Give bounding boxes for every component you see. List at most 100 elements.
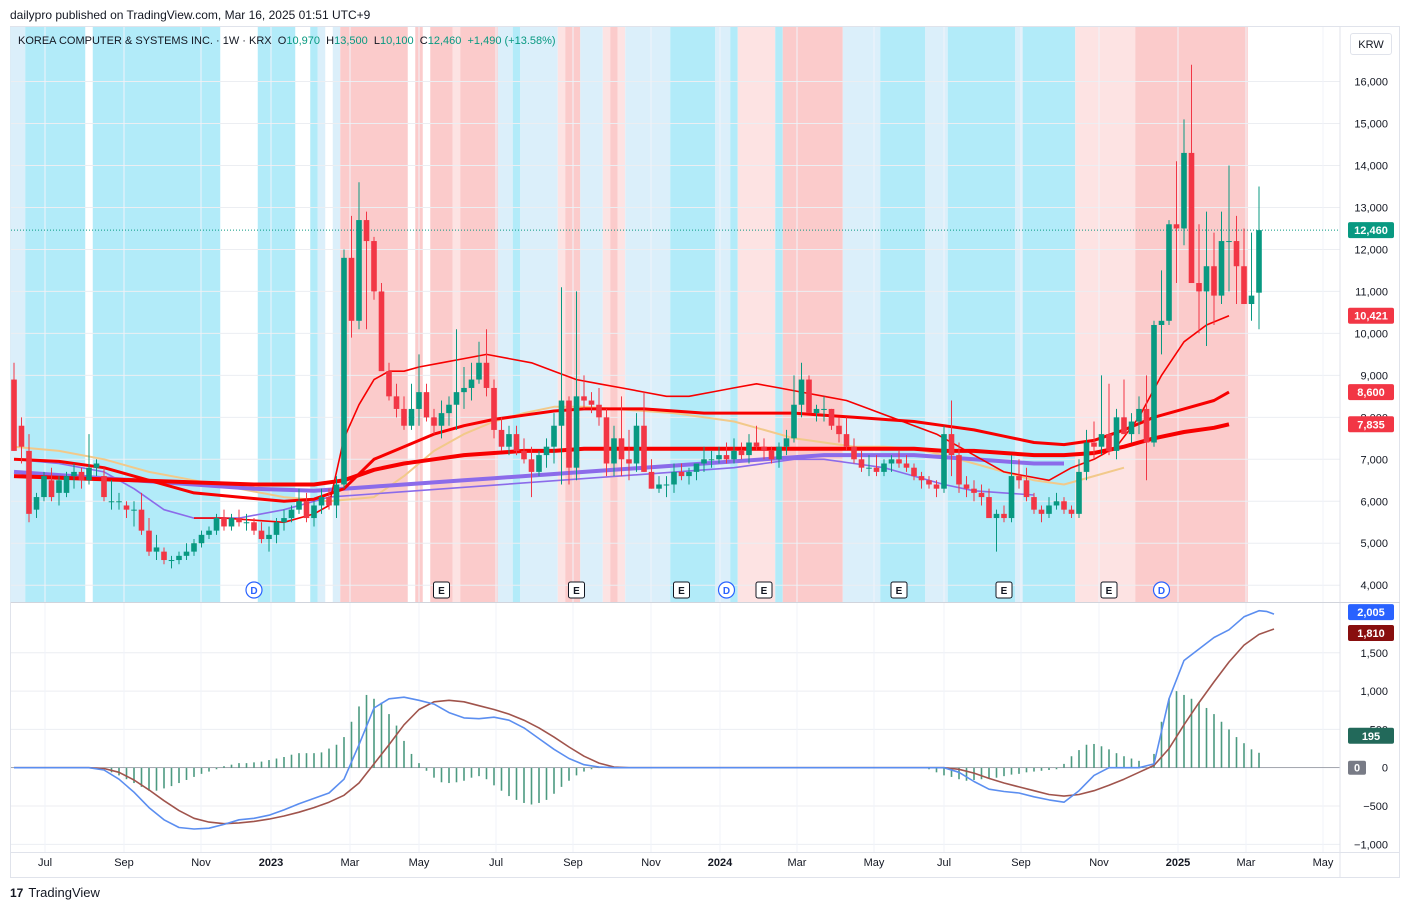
candle [281, 509, 287, 531]
candle-body [288, 509, 295, 519]
signal-zone [730, 27, 738, 602]
candle-body [333, 484, 340, 506]
candle [1173, 161, 1180, 284]
price-tick-label: 16,000 [1354, 77, 1388, 89]
time-tick-label: Nov [191, 857, 211, 869]
candle-body [243, 522, 250, 524]
candle-body [228, 518, 235, 527]
candle-body [566, 400, 572, 468]
candle-body [1218, 241, 1225, 296]
candle-body [1113, 417, 1120, 451]
signal-zone [1075, 27, 1136, 602]
candle [1218, 211, 1225, 305]
time-tick-label: Mar [341, 857, 360, 869]
candle-body [168, 560, 175, 562]
candle [671, 463, 677, 493]
time-tick-label: May [409, 857, 430, 869]
candle-body [1053, 501, 1060, 506]
candle-body [438, 413, 445, 426]
candle-body [513, 434, 520, 451]
candle-body [1091, 442, 1097, 447]
candle-body [41, 476, 47, 498]
candle-body [551, 425, 557, 447]
candle-body [1106, 434, 1112, 451]
candle-body [1256, 230, 1262, 293]
candle [566, 396, 572, 485]
candle-body [236, 518, 242, 523]
candle [783, 429, 790, 456]
currency-button[interactable]: KRW [1350, 33, 1392, 55]
signal-zone [317, 27, 326, 602]
signal-zone [497, 27, 513, 602]
signal-zone [92, 27, 221, 602]
candle-body [918, 476, 925, 481]
candle [873, 455, 880, 477]
price-tick-label: 12,000 [1354, 244, 1388, 256]
candle-body [146, 530, 152, 552]
event-label: E [896, 586, 903, 597]
time-tick-label: Mar [1237, 857, 1256, 869]
candle-body [708, 459, 715, 461]
candle-body [948, 434, 955, 456]
candle [1151, 320, 1157, 447]
candle [1098, 375, 1105, 456]
candle-body [48, 480, 55, 498]
badge-text: 1,810 [1357, 628, 1385, 640]
signal-zone [715, 27, 731, 602]
candle-body [1061, 501, 1067, 510]
candle [206, 526, 212, 540]
candle-body [63, 476, 70, 493]
candle [618, 396, 625, 477]
candle [1256, 186, 1262, 330]
event-label: D [1158, 586, 1165, 597]
candle [1203, 211, 1210, 346]
ma-mid-line [13, 390, 1230, 503]
candle [1046, 497, 1052, 519]
candle-body [1076, 471, 1082, 514]
candle [138, 492, 145, 535]
candle [198, 530, 205, 548]
candle [768, 446, 775, 464]
candle [536, 450, 542, 477]
dividend-icon [1152, 581, 1171, 599]
earnings-icon [1100, 581, 1118, 599]
time-tick-label: Jul [38, 857, 52, 869]
candle [948, 400, 955, 477]
badge-bg [1348, 222, 1394, 239]
candle-body [1098, 434, 1105, 447]
candle [836, 417, 842, 443]
candle [108, 480, 115, 510]
candle [93, 459, 100, 477]
candle-body [33, 497, 40, 510]
candle [693, 463, 700, 481]
candle [971, 480, 977, 502]
candle [1068, 505, 1075, 519]
candle-body [131, 509, 137, 511]
candle-body [828, 408, 835, 426]
footer[interactable]: 17 TradingView [10, 885, 100, 900]
event-label: E [678, 586, 685, 597]
earnings-icon [995, 581, 1013, 599]
candle [926, 476, 932, 489]
candle-body [431, 417, 437, 426]
candle-body [11, 379, 17, 451]
zero-badge: 0 [1348, 760, 1366, 775]
candle-body [1068, 509, 1075, 514]
candle [408, 383, 415, 430]
candle-body [648, 471, 655, 489]
candle [123, 501, 130, 519]
candle [573, 291, 580, 481]
low-label: L [373, 35, 380, 47]
candle [11, 362, 17, 451]
badge-bg [1348, 604, 1394, 621]
candle [258, 522, 265, 544]
event-label: E [1106, 586, 1113, 597]
time-tick-label: 2024 [708, 857, 733, 869]
time-tick-label: May [1313, 857, 1334, 869]
candle-body [686, 471, 692, 477]
symbol-legend[interactable]: KOREA COMPUTER & SYSTEMS INC. · 1W · KRX… [18, 35, 556, 47]
candle [1023, 467, 1030, 502]
candle-body [881, 463, 887, 472]
signal-zone [625, 27, 671, 602]
